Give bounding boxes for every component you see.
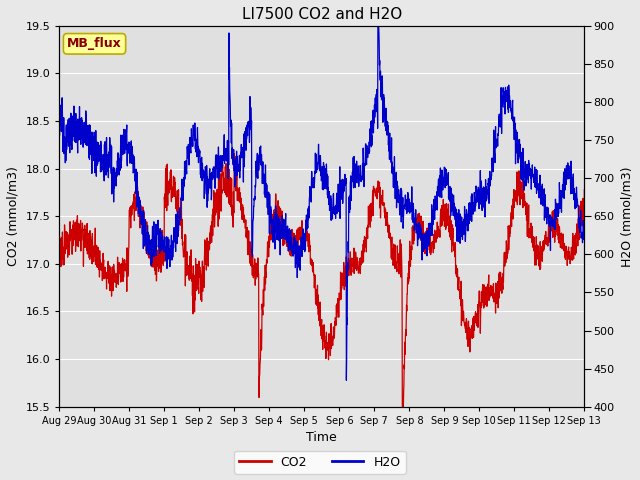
Title: LI7500 CO2 and H2O: LI7500 CO2 and H2O (242, 7, 402, 22)
X-axis label: Time: Time (307, 431, 337, 444)
Y-axis label: H2O (mmol/m3): H2O (mmol/m3) (620, 166, 633, 266)
Y-axis label: CO2 (mmol/m3): CO2 (mmol/m3) (7, 167, 20, 266)
Legend: CO2, H2O: CO2, H2O (234, 451, 406, 474)
Text: MB_flux: MB_flux (67, 37, 122, 50)
